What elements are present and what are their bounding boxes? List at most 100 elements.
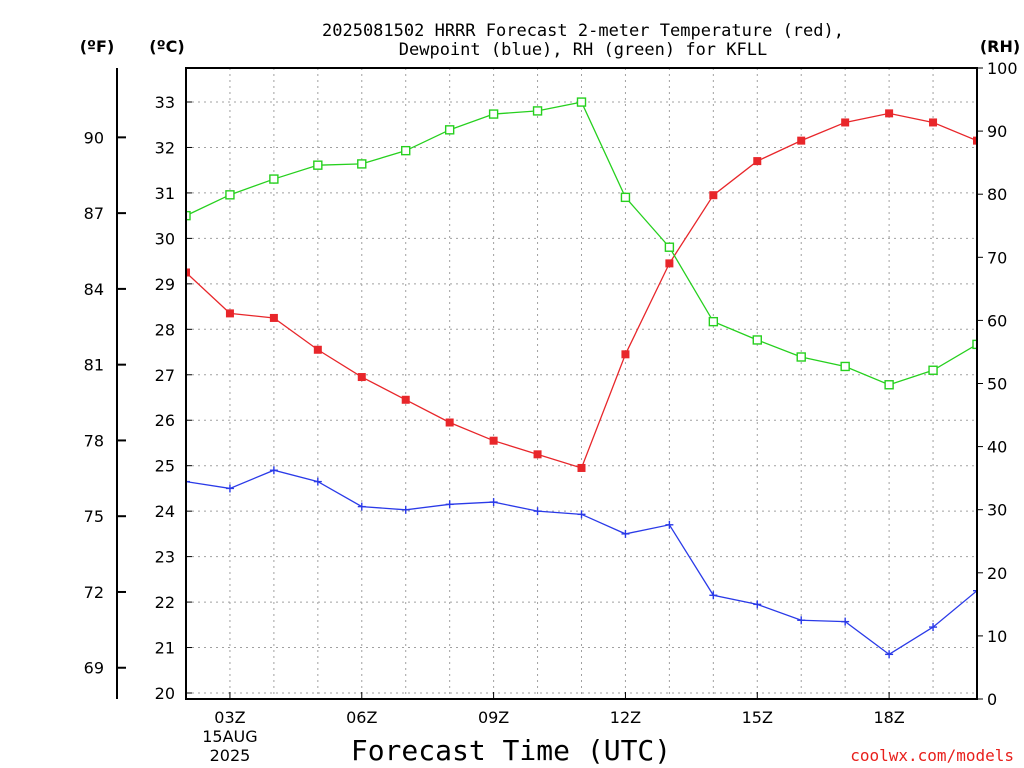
rh-tick-label: 0 <box>987 690 997 709</box>
dewpoint-point <box>445 500 454 509</box>
axis-layer: 69 72 75 78 81 84 87 90 20 21 22 23 24 25 26 27 28 29 30 31… <box>84 59 1018 765</box>
rh-point <box>928 365 938 375</box>
temperature-point <box>445 418 454 427</box>
celsius-tick-label: 32 <box>155 138 175 157</box>
fahrenheit-tick-label: 90 <box>84 128 104 147</box>
fahrenheit-tick-label: 72 <box>84 583 104 602</box>
fahrenheit-tick-label: 75 <box>84 507 104 526</box>
dewpoint-point <box>753 600 762 609</box>
temperature-point <box>973 136 977 145</box>
rh-tick-label: 50 <box>987 375 1007 394</box>
celsius-tick-label: 22 <box>155 593 175 612</box>
rh-tick-label: 90 <box>987 122 1007 141</box>
rh-tick-label: 40 <box>987 438 1007 457</box>
fahrenheit-tick-label: 81 <box>84 356 104 375</box>
temperature-point <box>929 118 938 127</box>
temperature-point <box>186 268 190 277</box>
celsius-tick-label: 20 <box>155 684 175 703</box>
temperature-point <box>621 350 630 359</box>
celsius-tick-label: 23 <box>155 548 175 567</box>
rh-point <box>620 192 631 203</box>
temperature-point <box>357 373 366 382</box>
rh-point <box>708 316 719 327</box>
dewpoint-point <box>797 616 806 625</box>
dewpoint-point <box>841 617 850 626</box>
temperature-point <box>841 118 850 127</box>
temperature-point <box>709 191 718 200</box>
x-tick-label: 12Z <box>610 708 641 727</box>
rh-tick-label: 80 <box>987 185 1007 204</box>
celsius-unit-label: (ºC) <box>149 37 184 56</box>
celsius-tick-label: 30 <box>155 229 175 248</box>
fahrenheit-unit-label: (ºF) <box>80 37 115 56</box>
x-tick-date: 15AUG <box>202 727 257 746</box>
rh-point <box>488 109 499 119</box>
fahrenheit-tick-label: 78 <box>84 431 104 450</box>
rh-point <box>186 210 191 221</box>
temperature-point <box>313 345 322 354</box>
x-axis-label: Forecast Time (UTC) <box>351 734 671 767</box>
celsius-tick-label: 33 <box>155 93 175 112</box>
x-tick-label: 03Z <box>214 708 245 727</box>
credit-text: coolwx.com/models <box>850 746 1014 765</box>
celsius-tick-label: 27 <box>155 366 175 385</box>
celsius-tick-label: 26 <box>155 411 175 430</box>
rh-point <box>752 335 762 345</box>
temperature-point <box>665 259 674 268</box>
temperature-point <box>753 157 762 166</box>
rh-point <box>269 174 279 184</box>
dewpoint-point <box>225 484 234 493</box>
dewpoint-point <box>357 502 366 511</box>
rh-point <box>313 160 323 170</box>
rh-tick-label: 30 <box>987 501 1007 520</box>
temperature-point <box>577 463 586 472</box>
celsius-tick-label: 28 <box>155 320 175 339</box>
dewpoint-point <box>269 466 278 475</box>
rh-point <box>884 380 894 390</box>
temperature-point <box>401 395 410 404</box>
rh-point <box>532 106 543 116</box>
dewpoint-point <box>489 498 498 507</box>
rh-tick-label: 70 <box>987 248 1007 267</box>
dewpoint-point <box>577 510 586 519</box>
chart-title-line2: Dewpoint (blue), RH (green) for KFLL <box>399 40 767 60</box>
rh-point <box>972 339 977 350</box>
dewpoint-point <box>709 591 718 600</box>
chart-title-line1: 2025081502 HRRR Forecast 2-meter Tempera… <box>322 21 844 41</box>
fahrenheit-tick-label: 69 <box>84 659 104 678</box>
x-tick-label: 18Z <box>873 708 904 727</box>
x-tick-label: 15Z <box>742 708 773 727</box>
fahrenheit-tick-label: 87 <box>84 204 104 223</box>
fahrenheit-tick-label: 84 <box>84 280 104 299</box>
dewpoint-point <box>621 529 630 538</box>
rh-point <box>664 242 675 252</box>
celsius-tick-label: 29 <box>155 275 175 294</box>
series-layer <box>186 97 977 659</box>
rh-point <box>357 159 367 169</box>
dewpoint-point <box>533 507 542 516</box>
x-tick-label: 09Z <box>478 708 509 727</box>
dewpoint-point <box>401 505 410 514</box>
rh-tick-label: 20 <box>987 564 1007 583</box>
rh-unit-label: (RH) <box>980 37 1020 56</box>
rh-point <box>444 125 455 135</box>
celsius-tick-label: 21 <box>155 639 175 658</box>
x-tick-year: 2025 <box>210 746 251 765</box>
dewpoint-point <box>313 477 322 486</box>
temperature-point <box>885 109 894 118</box>
celsius-tick-label: 25 <box>155 457 175 476</box>
rh-tick-label: 10 <box>987 627 1007 646</box>
x-tick-label: 06Z <box>346 708 377 727</box>
celsius-tick-label: 31 <box>155 184 175 203</box>
rh-point <box>576 97 587 107</box>
temperature-point <box>225 309 234 318</box>
dewpoint-point <box>186 477 190 486</box>
plot-frame <box>185 67 978 700</box>
rh-point <box>796 352 806 362</box>
temperature-point <box>269 313 278 322</box>
dewpoint-point <box>973 586 977 595</box>
rh-point <box>401 145 411 156</box>
temperature-point <box>797 136 806 145</box>
rh-tick-label: 100 <box>987 59 1018 78</box>
